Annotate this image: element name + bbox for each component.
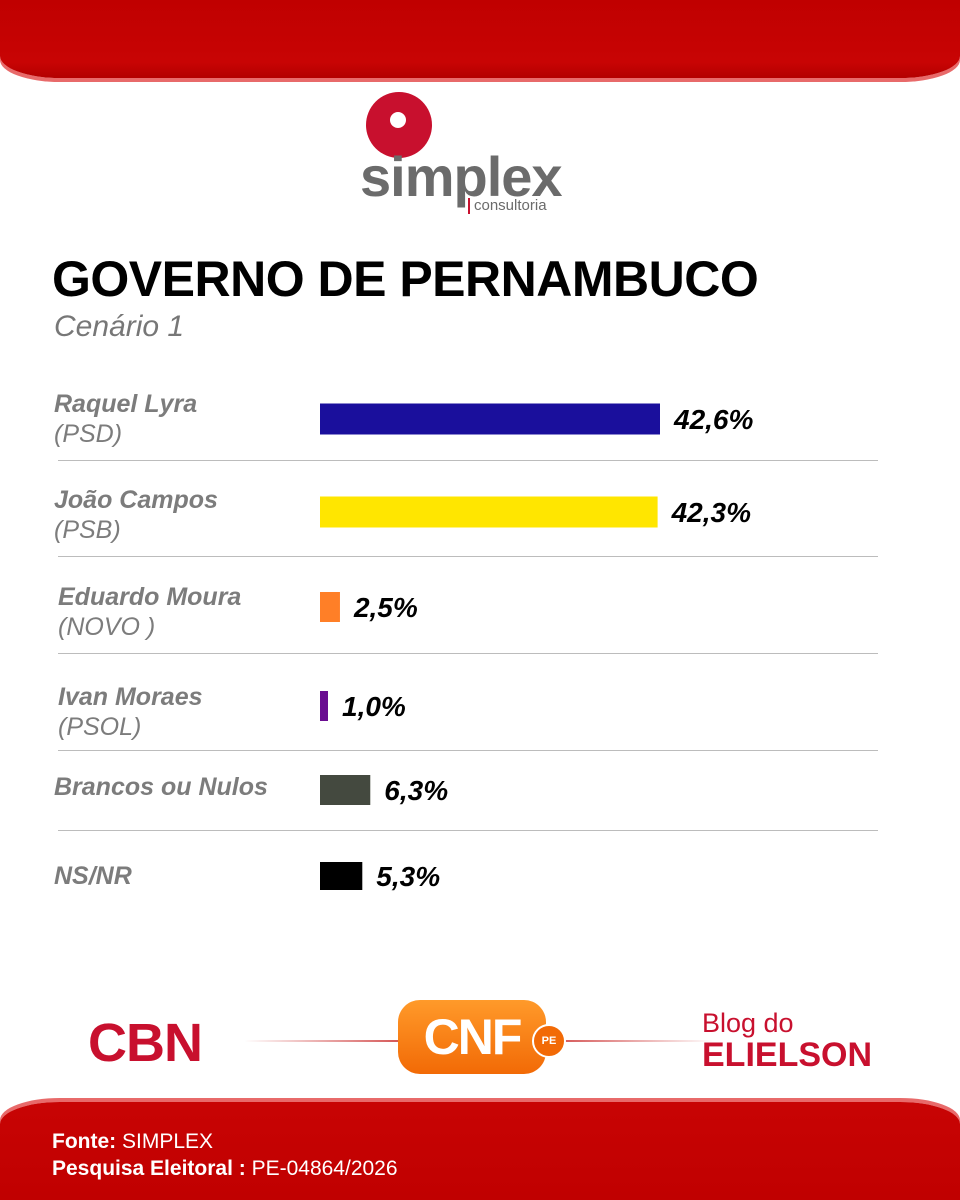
source-label: Fonte:	[52, 1130, 117, 1153]
bar-value-label-4: 6,3%	[384, 775, 448, 806]
candidate-name: Brancos ou Nulos	[54, 773, 268, 801]
bar-2	[320, 592, 340, 622]
blog-logo-line2: ELIELSON	[702, 1036, 873, 1074]
candidate-name: Eduardo Moura	[58, 583, 242, 611]
cnf-pe-badge: PE	[532, 1024, 566, 1058]
candidate-party: (PSOL)	[58, 713, 142, 741]
bar-3	[320, 691, 328, 721]
candidate-party: (NOVO )	[58, 613, 156, 641]
candidate-name: Ivan Moraes	[58, 683, 203, 711]
row-divider	[58, 653, 878, 654]
cnf-logo: CNF	[398, 1000, 546, 1074]
simplex-logo-sub: consultoria	[468, 198, 547, 214]
bar-5	[320, 862, 363, 890]
source-line: Fonte: SIMPLEX	[52, 1130, 213, 1154]
top-banner	[0, 0, 960, 78]
bar-value-label-3: 1,0%	[342, 691, 406, 722]
simplex-logo-mark	[366, 92, 432, 158]
candidate-party: (PSD)	[54, 420, 123, 448]
bar-value-label-2: 2,5%	[353, 592, 418, 623]
candidate-name: João Campos	[54, 486, 218, 514]
source-value: SIMPLEX	[116, 1130, 214, 1153]
bar-0	[320, 403, 660, 435]
simplex-logo-word: simplex	[360, 145, 563, 208]
page-title: GOVERNO DE PERNAMBUCO	[52, 251, 759, 307]
bar-1	[320, 496, 658, 528]
scenario-subtitle: Cenário 1	[54, 310, 185, 343]
survey-line: Pesquisa Eleitoral : PE-04864/2026	[52, 1157, 398, 1181]
row-divider	[58, 830, 878, 831]
cbn-logo: CBN	[88, 1013, 203, 1073]
row-divider	[58, 460, 878, 461]
row-divider	[58, 556, 878, 557]
candidate-name: NS/NR	[54, 862, 132, 890]
bar-value-label-5: 5,3%	[376, 861, 440, 892]
bar-value-label-1: 42,3%	[671, 497, 751, 528]
row-divider	[58, 750, 878, 751]
candidate-name: Raquel Lyra	[54, 390, 198, 418]
bar-value-label-0: 42,6%	[673, 404, 753, 435]
survey-value: PE-04864/2026	[245, 1157, 398, 1180]
bar-4	[320, 775, 371, 805]
blog-logo-line1: Blog do	[702, 1008, 794, 1038]
bottom-banner	[0, 1102, 960, 1200]
candidate-party: (PSB)	[54, 516, 121, 544]
simplex-logo: simplex consultoria	[360, 92, 600, 222]
survey-label: Pesquisa Eleitoral :	[52, 1157, 246, 1180]
